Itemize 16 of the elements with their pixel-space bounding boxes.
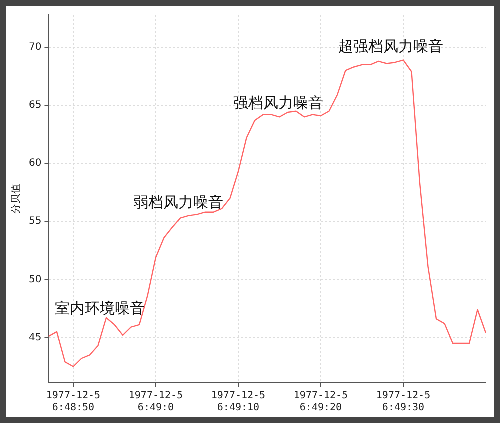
y-tick-label: 70 — [28, 42, 42, 54]
x-tick-label: 1977-12-5 6:48:50 — [46, 390, 101, 414]
x-tick-label: 1977-12-5 6:49:20 — [294, 390, 348, 414]
annotation: 室内环境噪音 — [54, 299, 145, 318]
x-tick-label: 1977-12-5 6:49:30 — [376, 390, 431, 414]
annotation: 弱档风力噪音 — [134, 194, 224, 212]
x-tick-label: 1977-12-5 6:49:10 — [211, 390, 266, 414]
y-axis-title: 分贝值 — [10, 184, 22, 214]
y-tick-label: 65 — [28, 100, 42, 112]
y-tick-label: 60 — [28, 158, 42, 170]
y-tick-label: 50 — [28, 274, 42, 286]
y-tick-label: 55 — [28, 216, 42, 228]
x-tick-label: 1977-12-5 6:49:0 — [128, 390, 184, 414]
annotation: 强档风力噪音 — [233, 94, 324, 112]
annotation: 超强档风力噪音 — [338, 37, 444, 56]
y-tick-label: 45 — [28, 332, 42, 344]
